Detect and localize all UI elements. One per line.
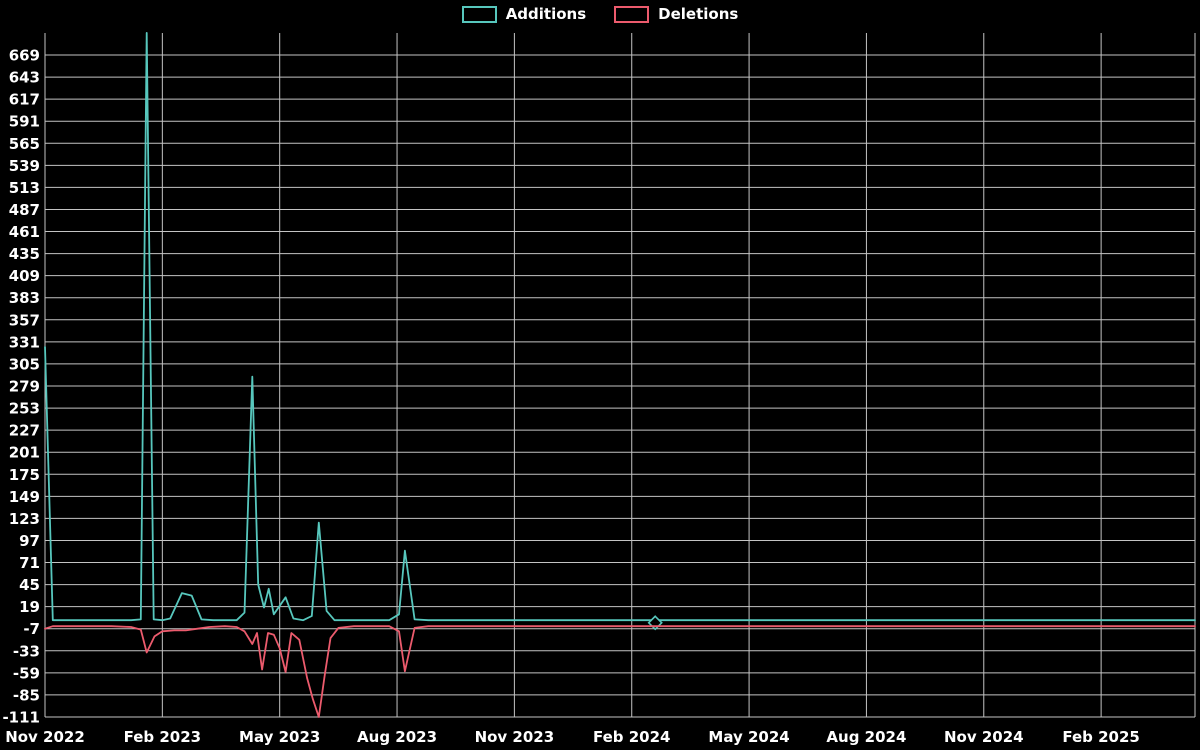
y-tick-label: -85 bbox=[13, 686, 40, 704]
y-tick-label: 357 bbox=[9, 311, 40, 329]
x-tick-label: Nov 2023 bbox=[475, 728, 555, 746]
deletions-legend-swatch bbox=[614, 6, 650, 23]
y-tick-label: 617 bbox=[9, 91, 40, 109]
y-tick-label: -33 bbox=[13, 642, 40, 660]
x-tick-label: Aug 2023 bbox=[357, 728, 437, 746]
y-tick-label: 175 bbox=[9, 466, 40, 484]
x-tick-label: Aug 2024 bbox=[826, 728, 906, 746]
legend-item-deletions[interactable]: Deletions bbox=[614, 6, 738, 23]
additions-diamond-marker[interactable] bbox=[647, 615, 663, 631]
x-tick-label: May 2023 bbox=[239, 728, 320, 746]
additions-legend-label: Additions bbox=[505, 5, 587, 23]
x-tick-label: Nov 2024 bbox=[944, 728, 1024, 746]
y-tick-label: 331 bbox=[9, 333, 40, 351]
deletions-legend-label: Deletions bbox=[658, 5, 739, 23]
additions-legend-swatch bbox=[461, 6, 497, 23]
y-tick-label: 487 bbox=[9, 201, 40, 219]
y-tick-label: -7 bbox=[23, 620, 40, 638]
y-tick-label: 513 bbox=[9, 179, 40, 197]
y-tick-label: 461 bbox=[9, 223, 40, 241]
y-tick-label: 123 bbox=[9, 510, 40, 528]
y-tick-label: 71 bbox=[19, 554, 40, 572]
y-tick-label: 565 bbox=[9, 135, 40, 153]
x-tick-label: Feb 2024 bbox=[593, 728, 671, 746]
y-tick-label: 591 bbox=[9, 113, 40, 131]
y-tick-label: 305 bbox=[9, 355, 40, 373]
y-tick-label: 45 bbox=[19, 576, 40, 594]
y-tick-label: 279 bbox=[9, 378, 40, 396]
y-tick-label: -59 bbox=[13, 664, 40, 682]
y-tick-label: -111 bbox=[2, 709, 40, 727]
x-tick-label: Nov 2022 bbox=[5, 728, 85, 746]
y-tick-label: 97 bbox=[19, 532, 40, 550]
y-tick-label: 539 bbox=[9, 157, 40, 175]
x-tick-label: May 2024 bbox=[708, 728, 789, 746]
x-tick-label: Feb 2023 bbox=[124, 728, 202, 746]
y-tick-label: 227 bbox=[9, 422, 40, 440]
y-tick-label: 19 bbox=[19, 598, 40, 616]
y-tick-label: 383 bbox=[9, 289, 40, 307]
deletions-line bbox=[44, 625, 1196, 718]
y-tick-label: 435 bbox=[9, 245, 40, 263]
y-tick-label: 149 bbox=[9, 488, 40, 506]
y-tick-label: 201 bbox=[9, 444, 40, 462]
y-tick-label: 643 bbox=[9, 69, 40, 87]
y-tick-label: 409 bbox=[9, 267, 40, 285]
x-tick-label: Feb 2025 bbox=[1062, 728, 1140, 746]
legend-item-additions[interactable]: Additions bbox=[461, 5, 587, 23]
y-tick-label: 253 bbox=[9, 400, 40, 418]
chart-legend: Additions Deletions bbox=[0, 6, 1200, 23]
additions-line bbox=[44, 32, 1196, 622]
y-tick-label: 669 bbox=[9, 47, 40, 65]
